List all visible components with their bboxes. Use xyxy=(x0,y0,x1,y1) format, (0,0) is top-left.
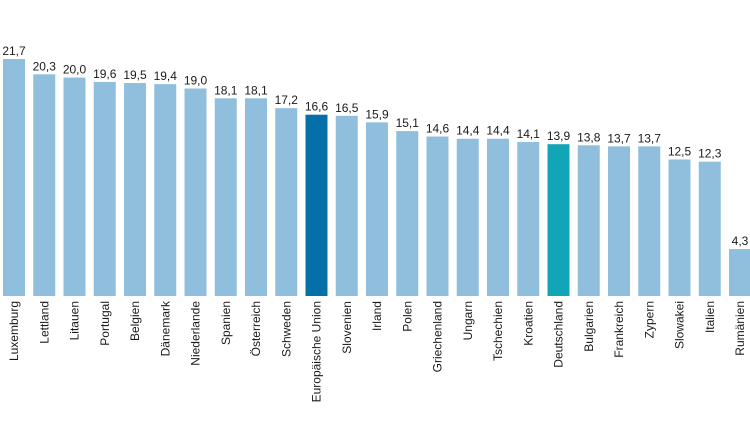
value-label-europäische-union: 16,6 xyxy=(305,100,329,114)
value-label-frankreich: 13,7 xyxy=(607,131,631,145)
category-label-niederlande: Niederlande xyxy=(189,301,203,366)
category-label-griechenland: Griechenland xyxy=(431,301,445,372)
bar-österreich xyxy=(245,98,267,296)
category-label-slowakei: Slowakei xyxy=(673,301,687,349)
category-label-frankreich: Frankreich xyxy=(612,301,626,358)
bar-tschechien xyxy=(487,138,509,296)
category-label-portugal: Portugal xyxy=(98,301,112,346)
value-label-litauen: 20,0 xyxy=(63,63,87,77)
bar-polen xyxy=(396,131,419,296)
category-label-deutschland: Deutschland xyxy=(552,301,566,368)
category-label-schweden: Schweden xyxy=(279,301,293,357)
bar-dänemark xyxy=(154,84,177,297)
bar-slovenien xyxy=(335,115,358,296)
value-label-schweden: 17,2 xyxy=(275,93,299,107)
value-label-deutschland: 13,9 xyxy=(547,129,571,143)
category-label-spanien: Spanien xyxy=(219,301,233,345)
bar-litauen xyxy=(63,77,86,296)
category-label-dänemark: Dänemark xyxy=(158,300,172,356)
bars-group xyxy=(3,59,750,297)
bar-ungarn xyxy=(456,138,479,296)
value-label-irland: 15,9 xyxy=(365,107,389,121)
value-label-polen: 15,1 xyxy=(396,116,420,130)
value-label-spanien: 18,1 xyxy=(214,83,238,97)
category-label-polen: Polen xyxy=(400,301,414,332)
value-label-lettland: 20,3 xyxy=(33,59,57,73)
category-label-kroatien: Kroatien xyxy=(521,301,535,346)
category-label-bulgarien: Bulgarien xyxy=(582,301,596,352)
category-label-tschechien: Tschechien xyxy=(491,301,505,361)
bar-spanien xyxy=(214,98,237,296)
bar-bulgarien xyxy=(577,145,600,296)
bar-lettland xyxy=(33,74,56,296)
category-label-rumänien: Rumänien xyxy=(733,301,747,356)
category-label-italien: Italien xyxy=(703,301,717,333)
category-label-luxemburg: Luxemburg xyxy=(7,301,21,361)
bar-irland xyxy=(366,122,388,296)
value-label-griechenland: 14,6 xyxy=(426,122,450,136)
bar-niederlande xyxy=(184,88,207,297)
category-label-litauen: Litauen xyxy=(68,301,82,340)
category-label-europäische-union: Europäische Union xyxy=(310,301,324,402)
value-label-niederlande: 19,0 xyxy=(184,73,208,87)
value-label-slowakei: 12,5 xyxy=(668,144,692,158)
value-labels-group: 21,7 20,3 20,0 19,6 19,5 19,4 19,0 18,1 18,1 17,2… xyxy=(2,44,748,248)
bar-kroatien xyxy=(517,142,540,296)
bar-frankreich xyxy=(608,146,630,296)
category-label-slovenien: Slovenien xyxy=(340,301,354,354)
value-label-österreich: 18,1 xyxy=(244,83,268,97)
bar-deutschland xyxy=(547,144,570,296)
value-label-kroatien: 14,1 xyxy=(517,127,541,141)
value-label-zypern: 13,7 xyxy=(638,131,662,145)
bar-belgien xyxy=(124,83,146,296)
bar-schweden xyxy=(275,108,298,297)
bar-slowakei xyxy=(668,159,691,296)
category-label-zypern: Zypern xyxy=(642,301,656,338)
category-labels-group: Luxemburg Lettland Litauen Portugal Belgien D… xyxy=(7,300,747,402)
value-label-belgien: 19,5 xyxy=(123,68,147,82)
category-label-lettland: Lettland xyxy=(37,301,51,344)
category-label-irland: Irland xyxy=(370,301,384,331)
bar-zypern xyxy=(638,146,661,296)
value-label-rumänien: 4,3 xyxy=(732,234,749,248)
value-label-slovenien: 16,5 xyxy=(335,101,359,115)
category-label-ungarn: Ungarn xyxy=(461,301,475,340)
value-label-luxemburg: 21,7 xyxy=(2,44,26,58)
value-label-portugal: 19,6 xyxy=(93,67,117,81)
value-label-dänemark: 19,4 xyxy=(154,69,178,83)
value-label-italien: 12,3 xyxy=(698,147,722,161)
bar-griechenland xyxy=(426,136,449,296)
value-label-bulgarien: 13,8 xyxy=(577,130,601,144)
bar-europäische-union xyxy=(305,114,328,296)
value-label-ungarn: 14,4 xyxy=(456,124,480,138)
bar-luxemburg xyxy=(3,59,25,296)
bar-italien xyxy=(698,161,721,296)
value-label-tschechien: 14,4 xyxy=(486,124,510,138)
bar-portugal xyxy=(93,81,116,296)
category-label-belgien: Belgien xyxy=(128,301,142,341)
category-label-österreich: Österreich xyxy=(249,301,263,356)
bar-rumänien xyxy=(729,249,750,296)
